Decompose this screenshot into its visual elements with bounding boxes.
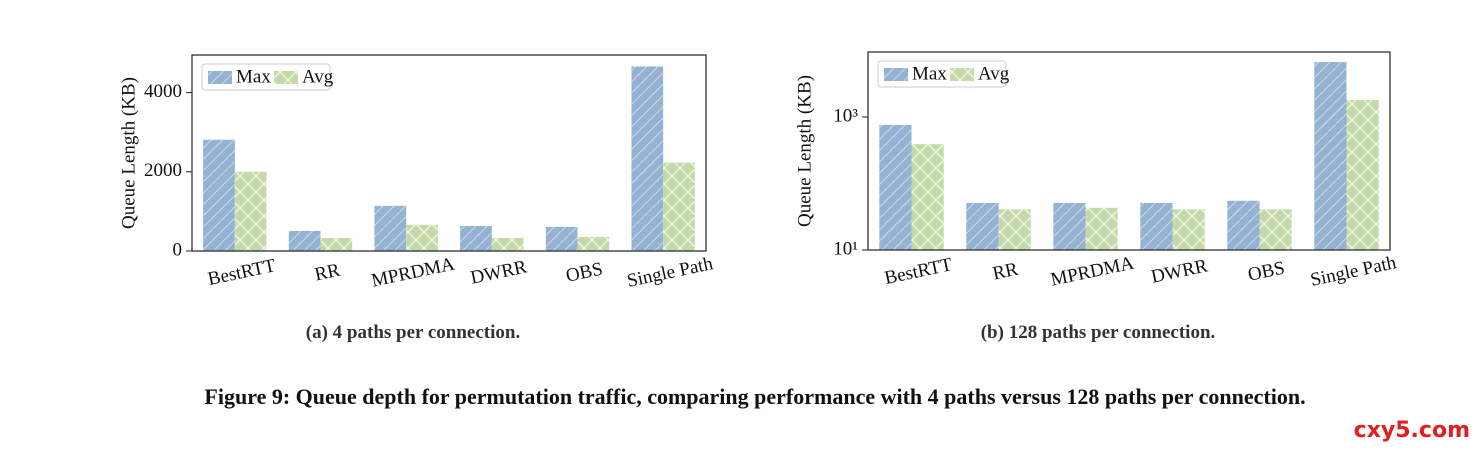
x-tick-label: MPRDMA — [1049, 253, 1136, 291]
x-tick-label: OBS — [564, 259, 605, 287]
bar-hatch — [1140, 202, 1173, 250]
legend-label: Max — [912, 63, 947, 84]
y-tick-label: 4000 — [144, 81, 182, 102]
plot-frame — [191, 54, 707, 252]
y-tick-label: 0 — [173, 239, 183, 260]
x-tick-label: RR — [313, 260, 342, 286]
x-tick-label: Single Path — [625, 253, 715, 292]
x-tick-label: OBS — [1246, 258, 1287, 286]
subcaption: (a) 4 paths per connection. — [306, 322, 520, 343]
bar-hatch — [406, 224, 438, 251]
bar-hatch — [545, 226, 578, 251]
y-axis-label: Queue Length (KB) — [118, 77, 139, 229]
y-axis-label: Queue Length (KB) — [794, 75, 815, 227]
bar-hatch — [966, 202, 999, 250]
x-tick-label: DWRR — [1149, 255, 1209, 287]
bar-hatch — [1259, 209, 1292, 250]
bar-hatch — [577, 236, 610, 251]
bar-hatch — [1172, 209, 1205, 250]
y-tick-label: 10³ — [833, 105, 858, 126]
bar-hatch — [320, 237, 353, 251]
bar-hatch — [203, 139, 235, 251]
bar-hatch — [998, 209, 1031, 250]
bar-hatch — [234, 171, 267, 251]
x-tick-label: RR — [991, 259, 1020, 285]
bar-hatch — [1053, 202, 1086, 250]
bar-hatch — [491, 237, 524, 251]
legend-hatch — [208, 71, 232, 84]
bar-hatch — [1227, 200, 1260, 250]
legend-label: Max — [236, 66, 271, 87]
watermark: cxy5.com — [1354, 418, 1470, 443]
bar-hatch — [879, 124, 912, 250]
bar-hatch — [911, 144, 944, 250]
x-tick-label: Single Path — [1309, 252, 1399, 291]
legend-hatch — [950, 68, 974, 81]
bar-hatch — [663, 162, 695, 251]
bar-hatch — [288, 230, 321, 251]
figure-caption: Figure 9: Queue depth for permutation tr… — [204, 384, 1305, 409]
x-tick-label: DWRR — [469, 256, 529, 288]
bar-hatch — [374, 205, 407, 251]
y-tick-label: 2000 — [144, 160, 182, 181]
bar-hatch — [1346, 100, 1379, 250]
x-tick-label: MPRDMA — [370, 254, 457, 292]
legend-hatch — [274, 71, 298, 84]
bar-hatch — [1314, 62, 1347, 251]
legend-label: Avg — [302, 66, 334, 87]
legend-label: Avg — [978, 63, 1010, 84]
bar-hatch — [631, 66, 664, 252]
bar-hatch — [1085, 207, 1118, 250]
y-tick-label: 10¹ — [833, 238, 858, 259]
bar-hatch — [460, 226, 492, 251]
subcaption: (b) 128 paths per connection. — [981, 322, 1216, 343]
x-tick-label: BestRTT — [883, 254, 955, 289]
plot-frame — [867, 51, 1391, 251]
x-tick-label: BestRTT — [206, 255, 278, 290]
legend-hatch — [884, 68, 908, 81]
